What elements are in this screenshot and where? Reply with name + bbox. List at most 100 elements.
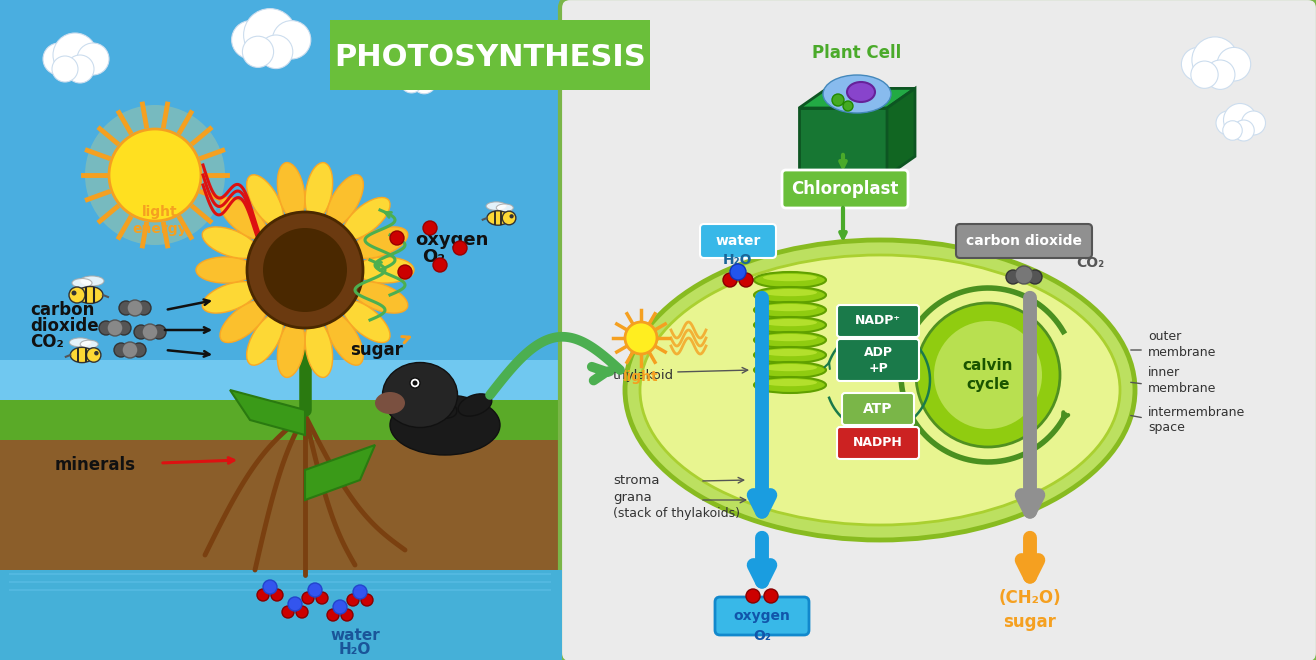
Circle shape	[263, 580, 276, 594]
Circle shape	[916, 303, 1059, 447]
FancyBboxPatch shape	[0, 360, 562, 480]
Ellipse shape	[246, 175, 283, 226]
Ellipse shape	[763, 334, 817, 341]
Ellipse shape	[342, 300, 390, 343]
Circle shape	[68, 287, 86, 303]
Text: water: water	[330, 628, 380, 642]
Circle shape	[1233, 120, 1254, 141]
FancyBboxPatch shape	[837, 305, 919, 337]
Circle shape	[288, 597, 301, 611]
Ellipse shape	[822, 75, 891, 113]
Ellipse shape	[763, 304, 817, 312]
Circle shape	[107, 320, 122, 336]
Ellipse shape	[487, 211, 509, 225]
FancyBboxPatch shape	[842, 393, 915, 425]
Circle shape	[271, 589, 283, 601]
Ellipse shape	[763, 349, 817, 356]
Circle shape	[247, 212, 363, 328]
Text: carbon dioxide: carbon dioxide	[966, 234, 1082, 248]
Ellipse shape	[326, 314, 363, 365]
Text: O₂: O₂	[422, 248, 445, 266]
Circle shape	[421, 60, 449, 87]
Ellipse shape	[383, 362, 458, 428]
Ellipse shape	[70, 347, 93, 362]
Ellipse shape	[72, 279, 92, 288]
FancyBboxPatch shape	[837, 339, 919, 381]
Text: NADPH: NADPH	[853, 436, 903, 449]
Circle shape	[341, 609, 353, 621]
Circle shape	[308, 583, 322, 597]
Circle shape	[503, 211, 516, 225]
Circle shape	[1028, 270, 1042, 284]
Text: oxygen: oxygen	[415, 231, 488, 249]
Circle shape	[746, 589, 761, 603]
Ellipse shape	[754, 302, 826, 318]
Circle shape	[353, 585, 367, 599]
FancyBboxPatch shape	[330, 20, 650, 90]
Circle shape	[411, 378, 420, 388]
Circle shape	[53, 56, 78, 82]
Ellipse shape	[353, 227, 408, 258]
FancyBboxPatch shape	[0, 570, 562, 660]
Circle shape	[509, 214, 513, 218]
Ellipse shape	[754, 347, 826, 363]
Text: Chloroplast: Chloroplast	[791, 180, 899, 198]
FancyBboxPatch shape	[955, 224, 1092, 258]
Ellipse shape	[80, 340, 99, 348]
Ellipse shape	[754, 272, 826, 288]
Circle shape	[282, 606, 293, 618]
Text: water: water	[716, 234, 761, 248]
Ellipse shape	[203, 227, 258, 258]
Ellipse shape	[357, 257, 415, 283]
Circle shape	[844, 101, 853, 111]
Circle shape	[422, 221, 437, 235]
Text: minerals: minerals	[54, 456, 136, 474]
Ellipse shape	[763, 364, 817, 371]
Circle shape	[412, 70, 436, 94]
Ellipse shape	[763, 274, 817, 281]
Ellipse shape	[754, 377, 826, 393]
Ellipse shape	[220, 300, 267, 343]
Ellipse shape	[278, 320, 305, 378]
Ellipse shape	[754, 317, 826, 333]
Ellipse shape	[390, 395, 500, 455]
Circle shape	[1241, 111, 1266, 135]
Text: intermembrane
space: intermembrane space	[1148, 405, 1245, 434]
Ellipse shape	[196, 257, 254, 283]
Circle shape	[259, 35, 292, 69]
Circle shape	[257, 589, 268, 601]
Text: ATP: ATP	[863, 402, 892, 416]
Circle shape	[53, 33, 97, 77]
Circle shape	[326, 609, 340, 621]
Ellipse shape	[486, 202, 507, 211]
Circle shape	[412, 381, 417, 385]
Ellipse shape	[763, 379, 817, 386]
Circle shape	[1192, 37, 1238, 83]
Circle shape	[43, 43, 75, 75]
Circle shape	[128, 300, 143, 316]
Circle shape	[301, 592, 315, 604]
Ellipse shape	[342, 197, 390, 240]
Circle shape	[153, 325, 166, 339]
Circle shape	[433, 258, 447, 272]
Circle shape	[99, 321, 113, 335]
Text: PHOTOSYNTHESIS: PHOTOSYNTHESIS	[334, 42, 646, 71]
Text: grana: grana	[613, 492, 651, 504]
Ellipse shape	[305, 162, 333, 220]
FancyBboxPatch shape	[0, 0, 562, 660]
Ellipse shape	[246, 314, 283, 365]
Ellipse shape	[220, 197, 267, 240]
Circle shape	[397, 265, 412, 279]
Text: oxygen: oxygen	[733, 609, 791, 623]
Text: (CH₂O)
sugar: (CH₂O) sugar	[999, 589, 1061, 631]
Circle shape	[1223, 121, 1242, 141]
FancyBboxPatch shape	[782, 170, 908, 208]
Circle shape	[118, 301, 133, 315]
Circle shape	[114, 343, 128, 357]
FancyBboxPatch shape	[715, 597, 809, 635]
Circle shape	[109, 129, 201, 221]
Circle shape	[263, 228, 347, 312]
Text: light
energy: light energy	[133, 205, 187, 236]
Circle shape	[1015, 266, 1033, 284]
Polygon shape	[230, 390, 305, 435]
